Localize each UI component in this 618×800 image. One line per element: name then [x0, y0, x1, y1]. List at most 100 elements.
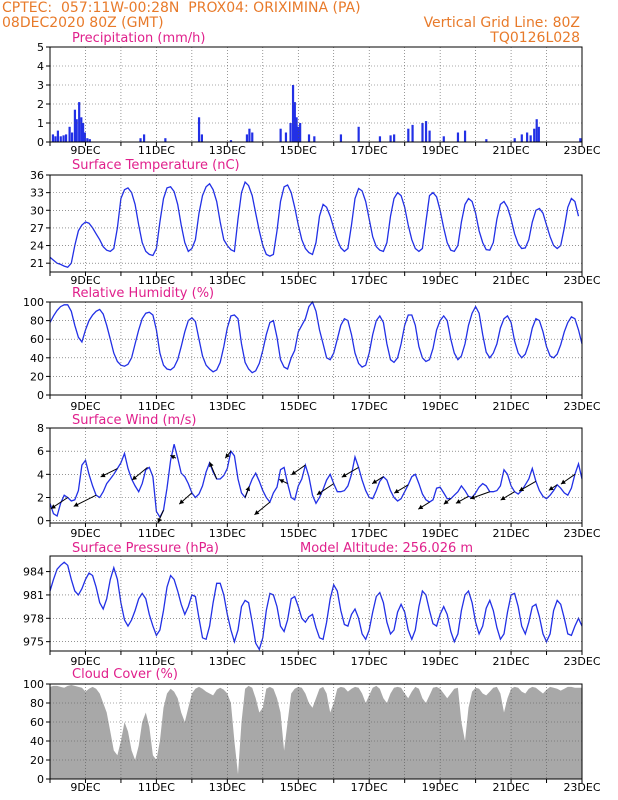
- precip-frame: [49, 46, 583, 143]
- cloud-xtick-label: 17DEC: [351, 781, 388, 794]
- temp-xtick-label: 17DEC: [351, 274, 388, 287]
- wind-xtick-label: 13DEC: [209, 527, 246, 540]
- wind-vector-head-14: [341, 472, 347, 478]
- precip-bar-30: [295, 117, 298, 142]
- precip-bar-41: [411, 124, 414, 142]
- rh-xtick-label: 15DEC: [280, 400, 317, 413]
- cloud-frame: [49, 683, 583, 780]
- precip-xtick-label: 9DEC: [70, 144, 100, 157]
- rh-xtick-label: 23DEC: [563, 400, 600, 413]
- temp-ytick-label: 33: [30, 187, 44, 200]
- wind-vector-head-24: [560, 479, 566, 485]
- precip-xtick-label: 19DEC: [422, 144, 459, 157]
- wind-frame: [49, 427, 583, 524]
- precip-bar-2: [56, 130, 60, 142]
- precip-bar-14: [86, 138, 89, 142]
- precip-xtick-label: 23DEC: [563, 144, 600, 157]
- pres-xtick-label: 9DEC: [70, 655, 100, 668]
- precip-ytick-label: 2: [37, 98, 44, 111]
- temp-title: Surface Temperature (nC): [72, 158, 240, 173]
- temp-ytick-label: 36: [30, 169, 44, 182]
- precip-ytick-label: 3: [37, 79, 44, 92]
- precip-bar-16: [139, 138, 142, 142]
- cloud-area: [50, 685, 582, 779]
- cloud-ytick-label: 80: [30, 697, 44, 710]
- precip-bar-12: [81, 123, 85, 142]
- precip-bar-49: [513, 138, 516, 142]
- cloud-ytick-label: 100: [23, 678, 44, 691]
- wind-ytick-label: 8: [37, 422, 44, 435]
- precip-bar-7: [70, 132, 74, 142]
- wind-vector-head-4: [157, 517, 162, 523]
- wind-ytick-label: 6: [37, 445, 44, 458]
- precip-xtick-label: 11DEC: [138, 144, 175, 157]
- rh-xtick-label: 21DEC: [493, 400, 530, 413]
- precip-bar-24: [251, 132, 254, 142]
- cloud-xtick-label: 13DEC: [209, 781, 246, 794]
- rh-ytick-label: 40: [30, 352, 44, 365]
- pres-xtick-label: 19DEC: [422, 655, 459, 668]
- wind-vector-head-15: [372, 479, 378, 484]
- rh-ytick-label: 0: [37, 389, 44, 402]
- precip-bar-13: [83, 132, 86, 142]
- header-model-code: TQ0126L028: [490, 30, 580, 46]
- wind-vector-head-1: [73, 502, 79, 507]
- precip-bar-4: [62, 135, 65, 142]
- wind-vector-head-16: [394, 488, 400, 494]
- wind-series-line: [49, 444, 583, 519]
- wind-vector-head-12: [291, 470, 297, 475]
- header-grid-line: Vertical Grid Line: 80Z: [423, 15, 580, 31]
- precip-xtick-label: 13DEC: [209, 144, 246, 157]
- wind-vector-head-5: [170, 455, 176, 460]
- precip-bar-50: [520, 134, 523, 142]
- wind-vector-head-13: [316, 490, 322, 495]
- wind-vector-head-20: [470, 494, 476, 500]
- precip-bar-44: [428, 130, 431, 142]
- temp-xtick-label: 21DEC: [493, 274, 530, 287]
- wind-xtick-label: 17DEC: [351, 527, 388, 540]
- pres-series-line: [49, 561, 583, 652]
- precip-xtick-label: 15DEC: [280, 144, 317, 157]
- rh-ytick-label: 20: [30, 370, 44, 383]
- wind-vector-head-0: [50, 504, 56, 509]
- precip-bar-37: [378, 136, 382, 142]
- precip-bar-18: [164, 138, 167, 142]
- wind-vector-head-2: [100, 472, 106, 478]
- cloud-xtick-label: 9DEC: [70, 781, 100, 794]
- rh-ytick-label: 60: [30, 333, 44, 346]
- pres-xtick-label: 15DEC: [280, 655, 317, 668]
- rh-xtick-label: 9DEC: [70, 400, 100, 413]
- precip-bar-35: [339, 134, 343, 142]
- header-date: 08DEC2020 80Z (GMT): [2, 15, 164, 31]
- rh-title: Relative Humidity (%): [72, 286, 214, 301]
- pres-ytick-label: 975: [23, 636, 44, 649]
- precip-bar-51: [526, 132, 529, 142]
- cloud-ytick-label: 40: [30, 735, 44, 748]
- wind-vector-head-18: [443, 499, 449, 505]
- cloud-xtick-label: 23DEC: [563, 781, 600, 794]
- temp-series-line: [49, 180, 580, 269]
- pres-title: Surface Pressure (hPa): [72, 541, 219, 556]
- wind-title: Surface Wind (m/s): [72, 413, 196, 428]
- rh-xtick-label: 17DEC: [351, 400, 388, 413]
- temp-xtick-label: 23DEC: [563, 274, 600, 287]
- precip-bar-23: [248, 128, 251, 142]
- temp-ytick-label: 27: [30, 222, 44, 235]
- wind-xtick-label: 19DEC: [422, 527, 459, 540]
- precip-bar-28: [291, 85, 295, 142]
- precip-title: Precipitation (mm/h): [72, 31, 205, 46]
- precip-bar-21: [229, 140, 233, 142]
- rh-series-line: [49, 300, 583, 374]
- precip-bar-47: [463, 130, 467, 142]
- pres-annotation: Model Altitude: 256.026 m: [300, 541, 473, 556]
- rh-xtick-label: 19DEC: [422, 400, 459, 413]
- header-station: CPTEC: 057:11W-00:28N PROX04: ORIXIMINA …: [2, 0, 361, 16]
- wind-vector-head-17: [418, 504, 424, 510]
- rh-ytick-label: 80: [30, 315, 44, 328]
- precip-bar-17: [142, 134, 146, 142]
- precip-bar-46: [456, 132, 460, 142]
- wind-ytick-label: 2: [37, 492, 44, 505]
- precip-bar-26: [284, 132, 288, 142]
- precip-bar-1: [54, 136, 57, 142]
